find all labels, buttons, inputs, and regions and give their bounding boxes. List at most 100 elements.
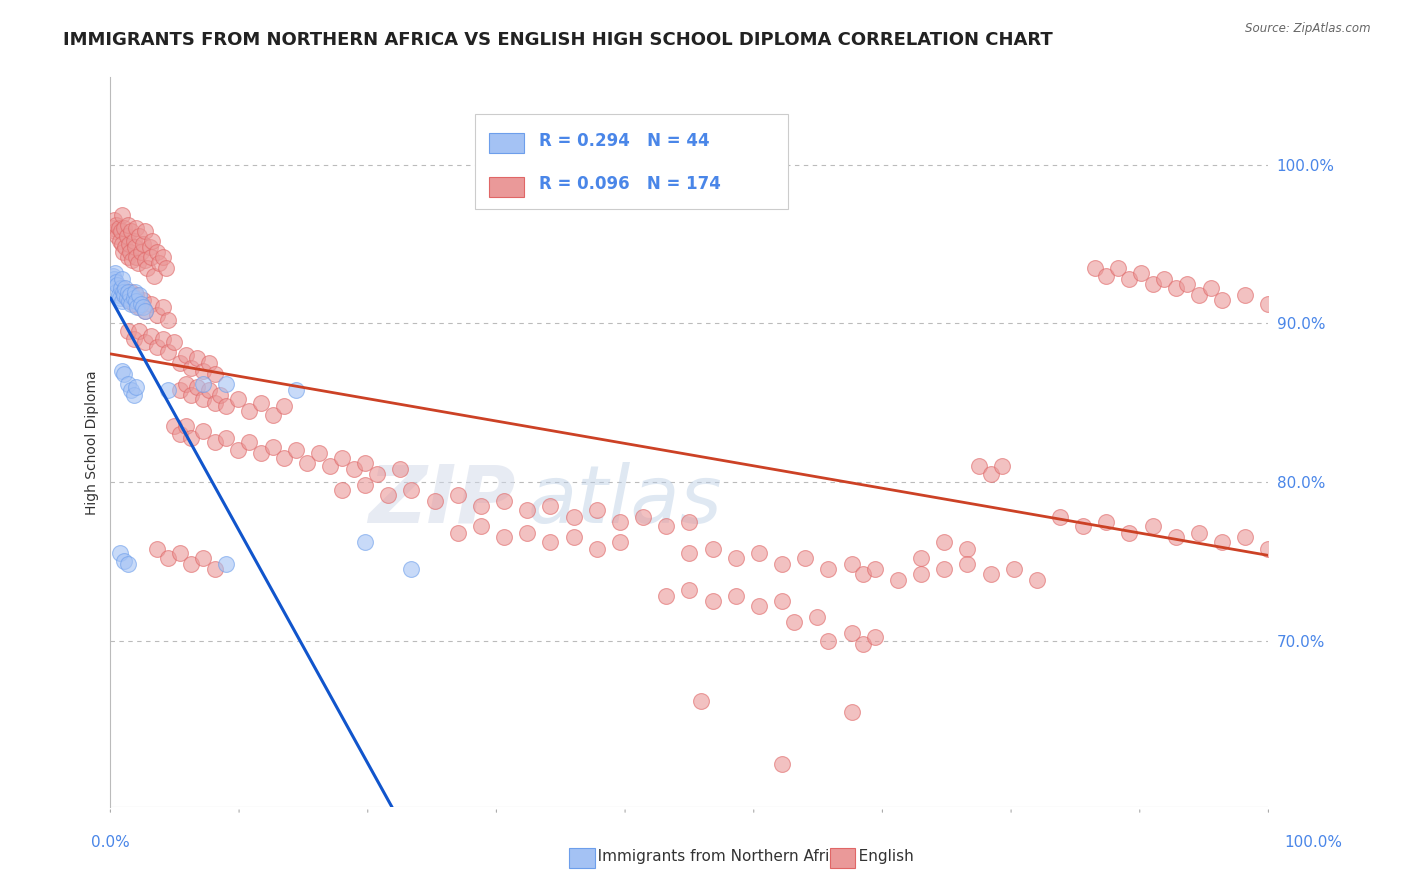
Point	[134, 303, 156, 318]
Point	[145, 340, 167, 354]
Point	[991, 458, 1014, 473]
Point	[117, 558, 139, 572]
Point	[157, 551, 180, 566]
Point	[120, 285, 142, 299]
Point	[124, 240, 146, 254]
Point	[494, 494, 516, 508]
Point	[128, 301, 150, 315]
Point	[377, 487, 399, 501]
Point	[110, 281, 132, 295]
Point	[186, 351, 208, 366]
Point	[128, 324, 150, 338]
Point	[169, 383, 191, 397]
Point	[134, 252, 156, 267]
Point	[354, 535, 377, 549]
Point	[118, 294, 141, 309]
Point	[655, 589, 678, 603]
Point	[540, 535, 562, 549]
Point	[284, 383, 307, 397]
Point	[105, 278, 128, 293]
Point	[204, 367, 226, 381]
Point	[782, 615, 804, 629]
Point	[690, 694, 713, 708]
Point	[794, 551, 817, 566]
Point	[103, 213, 125, 227]
Point	[122, 332, 145, 346]
Point	[145, 309, 167, 323]
Point	[748, 599, 770, 613]
Point	[152, 332, 174, 346]
Point	[134, 224, 156, 238]
Point	[127, 256, 149, 270]
Point	[1234, 531, 1257, 545]
Point	[1049, 509, 1071, 524]
Point	[678, 515, 700, 529]
Point	[308, 446, 330, 460]
Point	[209, 387, 232, 401]
Point	[107, 221, 129, 235]
Point	[215, 430, 238, 444]
Point	[678, 546, 700, 560]
Point	[101, 268, 124, 283]
Point	[136, 260, 159, 275]
Point	[174, 376, 197, 391]
Point	[191, 392, 214, 407]
Text: English: English	[844, 849, 914, 863]
Point	[204, 395, 226, 409]
Point	[354, 478, 377, 492]
Point	[139, 250, 162, 264]
Point	[273, 451, 295, 466]
Point	[250, 446, 273, 460]
Point	[107, 287, 129, 301]
Point	[145, 541, 167, 556]
Point	[152, 250, 174, 264]
Point	[516, 525, 538, 540]
Point	[319, 458, 342, 473]
Point	[108, 291, 131, 305]
Point	[1142, 519, 1164, 533]
Point	[118, 237, 141, 252]
Point	[852, 637, 875, 651]
Point	[120, 287, 142, 301]
Point	[262, 440, 284, 454]
Point	[1175, 277, 1198, 291]
Point	[103, 272, 125, 286]
Point	[470, 499, 492, 513]
Point	[585, 503, 607, 517]
Point	[262, 409, 284, 423]
Point	[198, 383, 221, 397]
Point	[132, 293, 155, 307]
Point	[1188, 525, 1211, 540]
Point	[128, 287, 150, 301]
Point	[1130, 266, 1153, 280]
Point	[112, 221, 135, 235]
Point	[114, 281, 136, 295]
Point	[494, 531, 516, 545]
Point	[129, 244, 152, 259]
Point	[115, 291, 138, 305]
Point	[117, 376, 139, 391]
Point	[1153, 272, 1175, 286]
Point	[585, 541, 607, 556]
Point	[122, 297, 145, 311]
Point	[1164, 531, 1187, 545]
Point	[111, 272, 134, 286]
Point	[128, 229, 150, 244]
Point	[1084, 260, 1107, 275]
Point	[125, 287, 148, 301]
Point	[841, 705, 863, 719]
Point	[157, 313, 180, 327]
Point	[117, 250, 139, 264]
Point	[817, 562, 839, 576]
Point	[910, 551, 932, 566]
Point	[117, 285, 139, 299]
Point	[121, 252, 143, 267]
Point	[238, 435, 260, 450]
Point	[141, 234, 163, 248]
Point	[169, 427, 191, 442]
Point	[105, 285, 128, 299]
Point	[910, 566, 932, 581]
Point	[979, 467, 1001, 481]
Point	[110, 224, 132, 238]
Text: R = 0.096   N = 174: R = 0.096 N = 174	[538, 175, 721, 194]
